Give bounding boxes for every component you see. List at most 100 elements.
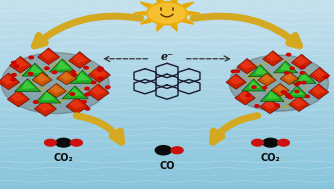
Bar <box>0 2 334 5</box>
Polygon shape <box>229 75 243 85</box>
Polygon shape <box>66 97 88 114</box>
Circle shape <box>12 74 16 76</box>
Circle shape <box>285 94 289 96</box>
Circle shape <box>263 87 267 89</box>
Circle shape <box>52 71 57 74</box>
Polygon shape <box>171 0 177 2</box>
Circle shape <box>56 138 71 147</box>
Polygon shape <box>69 99 85 109</box>
Polygon shape <box>235 90 255 105</box>
Circle shape <box>275 104 279 106</box>
Bar <box>0 0 334 2</box>
Polygon shape <box>49 59 75 72</box>
Polygon shape <box>140 2 151 7</box>
Bar <box>0 175 334 177</box>
Circle shape <box>288 96 293 99</box>
Text: CO₂: CO₂ <box>53 153 73 163</box>
Polygon shape <box>9 56 32 73</box>
Bar <box>0 52 334 54</box>
Polygon shape <box>41 50 56 60</box>
Polygon shape <box>183 2 194 7</box>
Bar <box>0 94 334 97</box>
Bar <box>0 45 334 47</box>
Bar <box>0 168 334 170</box>
Bar <box>0 7 334 9</box>
Bar <box>0 83 334 85</box>
Polygon shape <box>47 83 66 98</box>
Polygon shape <box>292 98 306 107</box>
Polygon shape <box>140 19 151 24</box>
Polygon shape <box>32 72 52 86</box>
Polygon shape <box>313 69 326 78</box>
Circle shape <box>29 56 33 59</box>
Bar <box>0 92 334 94</box>
Bar <box>0 187 334 189</box>
Circle shape <box>11 78 16 81</box>
Bar <box>0 80 334 83</box>
Circle shape <box>33 101 38 103</box>
Polygon shape <box>263 51 283 66</box>
Polygon shape <box>62 86 88 99</box>
Bar <box>0 158 334 161</box>
Polygon shape <box>183 19 194 24</box>
Circle shape <box>106 86 110 89</box>
Bar <box>0 184 334 187</box>
Circle shape <box>98 77 103 80</box>
Circle shape <box>324 76 328 78</box>
Polygon shape <box>69 70 96 83</box>
Polygon shape <box>157 0 163 2</box>
Polygon shape <box>260 89 284 101</box>
Polygon shape <box>171 24 177 31</box>
Polygon shape <box>60 72 73 81</box>
Polygon shape <box>36 74 48 82</box>
Circle shape <box>70 71 75 73</box>
Circle shape <box>252 86 256 88</box>
Polygon shape <box>22 80 35 89</box>
Polygon shape <box>238 91 252 100</box>
Polygon shape <box>275 85 286 92</box>
Polygon shape <box>189 12 200 15</box>
Bar <box>0 24 334 26</box>
Polygon shape <box>92 67 107 77</box>
Bar <box>0 139 334 142</box>
Polygon shape <box>280 72 299 85</box>
Bar <box>0 50 334 52</box>
Circle shape <box>82 100 86 103</box>
Circle shape <box>300 72 304 74</box>
Polygon shape <box>91 85 106 95</box>
Bar <box>0 128 334 130</box>
Bar <box>0 87 334 90</box>
Polygon shape <box>35 90 61 103</box>
Circle shape <box>171 147 183 154</box>
Bar <box>0 26 334 28</box>
Bar <box>0 123 334 125</box>
Polygon shape <box>7 90 29 107</box>
Polygon shape <box>237 58 257 74</box>
Polygon shape <box>29 65 43 74</box>
Bar <box>0 125 334 128</box>
Bar <box>0 132 334 135</box>
Bar <box>0 172 334 175</box>
Bar <box>0 97 334 99</box>
Circle shape <box>295 83 299 86</box>
Polygon shape <box>56 61 70 69</box>
Polygon shape <box>308 84 329 99</box>
Circle shape <box>246 94 250 97</box>
Text: e⁻: e⁻ <box>161 51 173 62</box>
Polygon shape <box>274 61 298 73</box>
Circle shape <box>287 95 291 98</box>
Bar <box>0 146 334 149</box>
Polygon shape <box>266 52 280 61</box>
Circle shape <box>155 146 171 155</box>
Bar <box>0 19 334 21</box>
Bar <box>0 9 334 12</box>
Polygon shape <box>1 75 16 85</box>
Circle shape <box>302 81 306 84</box>
Bar <box>0 12 334 14</box>
Polygon shape <box>11 92 26 102</box>
Bar <box>0 64 334 66</box>
Bar <box>0 163 334 165</box>
Circle shape <box>147 2 187 25</box>
Polygon shape <box>242 79 266 91</box>
Circle shape <box>281 91 286 93</box>
